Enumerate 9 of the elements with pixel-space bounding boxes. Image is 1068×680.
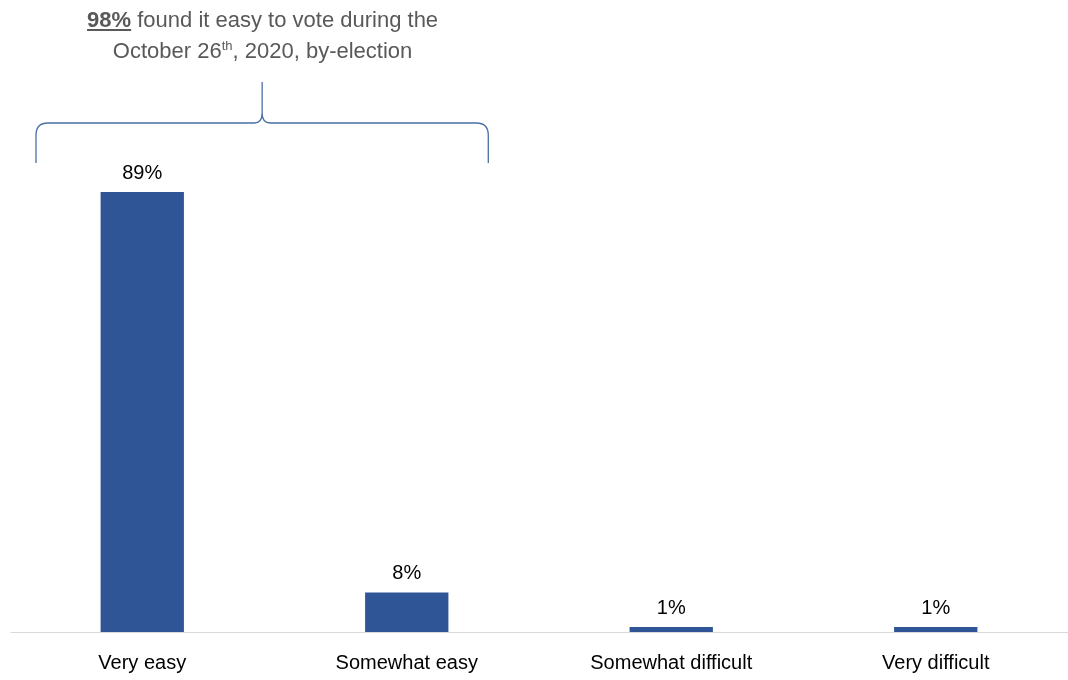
- x-tick-label: Somewhat easy: [335, 650, 478, 673]
- x-tick-label: Somewhat difficult: [590, 650, 753, 673]
- x-tick-label: Very difficult: [882, 650, 990, 673]
- x-tick-label: Very easy: [98, 650, 187, 673]
- data-label: 89%: [122, 161, 163, 183]
- data-label: 1%: [656, 596, 686, 619]
- text: 98% found it easy to vote during the October 26$^{th}$, 2020, by-election: [86, 6, 440, 65]
- data-label: 1%: [921, 596, 951, 619]
- data-label: 8%: [392, 561, 422, 584]
